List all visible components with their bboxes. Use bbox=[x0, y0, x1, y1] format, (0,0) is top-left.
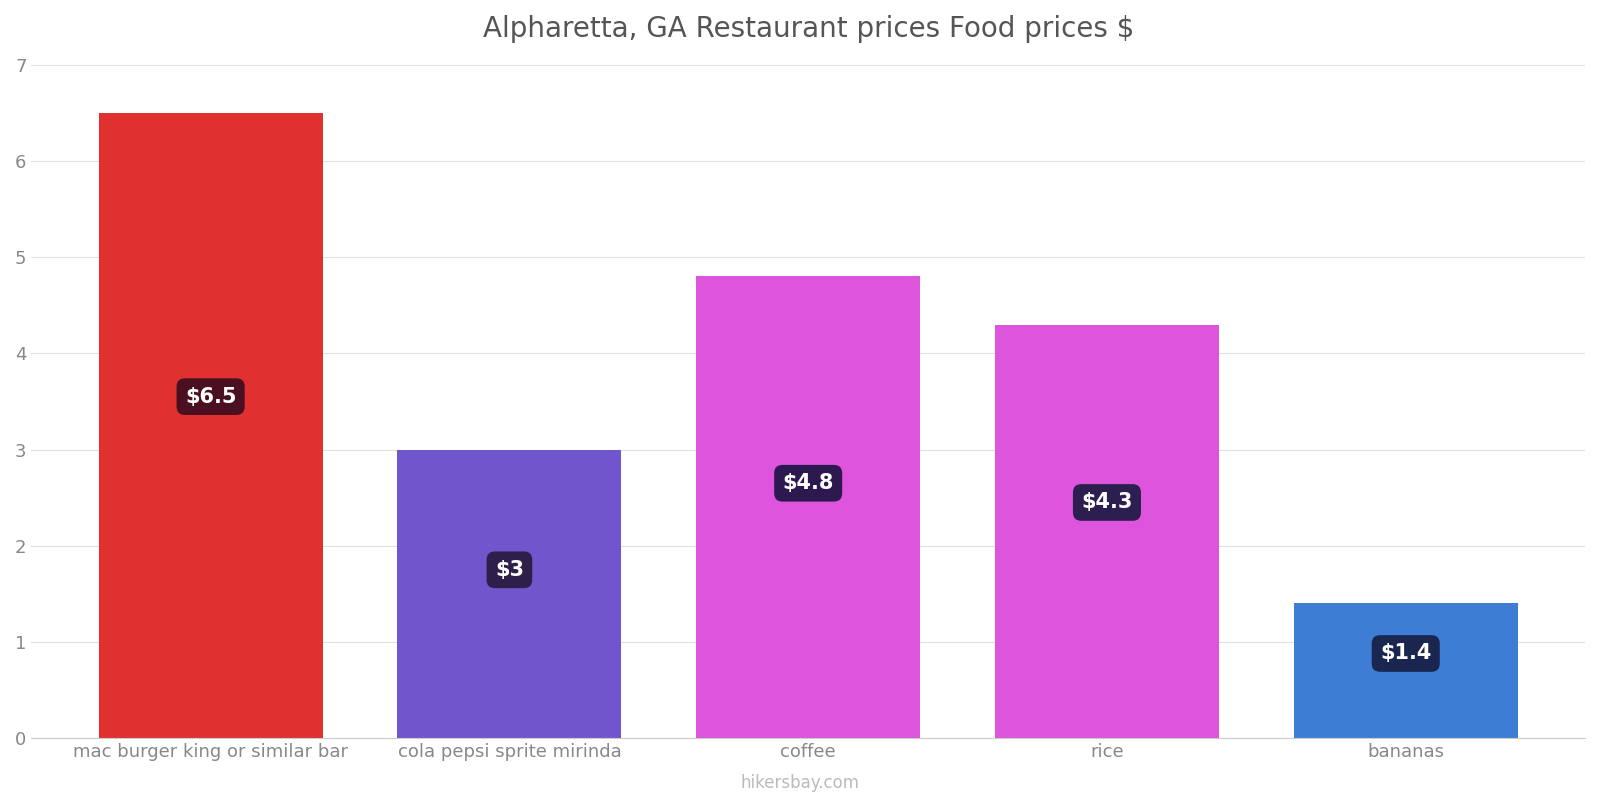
Bar bbox=[99, 113, 323, 738]
Text: $1.4: $1.4 bbox=[1381, 643, 1432, 663]
Text: hikersbay.com: hikersbay.com bbox=[741, 774, 859, 792]
Text: $6.5: $6.5 bbox=[186, 386, 237, 406]
Bar bbox=[696, 277, 920, 738]
Bar bbox=[1294, 603, 1518, 738]
Text: $3: $3 bbox=[494, 560, 523, 580]
Bar bbox=[397, 450, 621, 738]
Text: $4.3: $4.3 bbox=[1082, 493, 1133, 513]
Text: $4.8: $4.8 bbox=[782, 474, 834, 494]
Bar bbox=[995, 325, 1219, 738]
Title: Alpharetta, GA Restaurant prices Food prices $: Alpharetta, GA Restaurant prices Food pr… bbox=[483, 15, 1134, 43]
